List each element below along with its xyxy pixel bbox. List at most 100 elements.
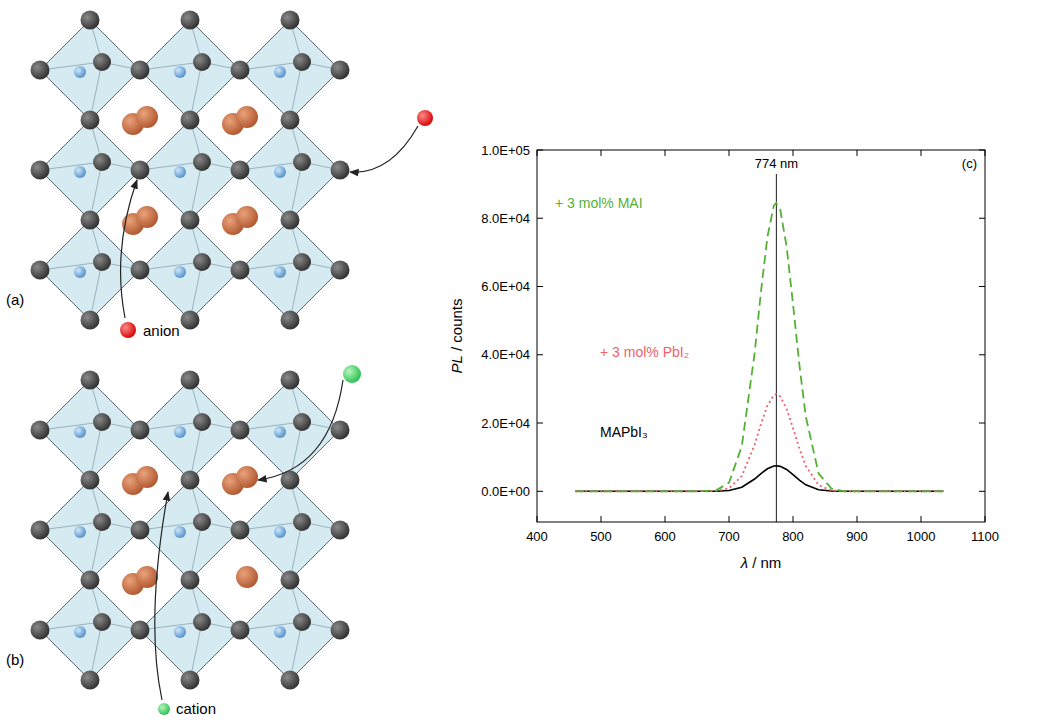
apical-anion <box>293 613 311 631</box>
octahedron-edge <box>240 380 340 480</box>
apical-anion <box>93 253 111 271</box>
x-tick <box>665 150 666 156</box>
octahedron <box>40 380 140 480</box>
vertex-anion <box>81 111 100 130</box>
y-tick <box>979 491 985 492</box>
a-site-cation <box>236 106 258 128</box>
vertex-anion <box>81 311 100 330</box>
apical-anion <box>193 413 211 431</box>
apical-anion <box>93 613 111 631</box>
x-tick-label: 1100 <box>971 529 999 544</box>
vertex-anion <box>31 161 50 180</box>
vertex-anion <box>331 421 350 440</box>
vertex-anion <box>331 161 350 180</box>
y-tick <box>979 286 985 287</box>
x-tick <box>857 516 858 522</box>
b-site <box>74 66 86 78</box>
octahedron-edge <box>40 220 140 320</box>
incoming-anion <box>417 110 433 126</box>
vertex-anion <box>31 621 50 640</box>
b-site <box>74 266 86 278</box>
vertex-anion <box>131 161 150 180</box>
x-tick <box>921 150 922 156</box>
y-tick <box>979 423 985 424</box>
vertex-anion <box>131 61 150 80</box>
octahedron-edge <box>240 120 340 220</box>
panel-label: (b) <box>6 651 24 668</box>
axis-title-part: / counts <box>448 298 465 355</box>
panel-label: (c) <box>962 156 977 171</box>
apical-anion <box>93 53 111 71</box>
x-tick-label: 900 <box>846 529 868 544</box>
series-line <box>575 466 943 492</box>
axis-title-part: PL <box>448 355 465 373</box>
y-tick-label: 4.0E+04 <box>481 347 530 362</box>
vertex-anion <box>281 111 300 130</box>
x-tick <box>921 516 922 522</box>
apical-anion <box>193 153 211 171</box>
a-site-cation <box>236 206 258 228</box>
x-tick <box>729 150 730 156</box>
vertex-anion <box>81 211 100 230</box>
apical-anion <box>193 53 211 71</box>
b-site <box>174 166 186 178</box>
y-tick <box>537 150 543 151</box>
y-tick <box>537 286 543 287</box>
vertex-anion <box>331 61 350 80</box>
y-tick-label: 0.0E+00 <box>481 484 530 499</box>
octahedron-edge <box>40 480 140 580</box>
vertex-anion <box>131 621 150 640</box>
octahedron-edge <box>140 220 240 320</box>
a-site-cation <box>136 106 158 128</box>
x-tick <box>601 150 602 156</box>
octahedron <box>140 480 240 580</box>
vertex-anion <box>81 471 100 490</box>
vertex-anion <box>281 11 300 30</box>
octahedron <box>40 580 140 680</box>
vertex-anion <box>231 521 250 540</box>
octahedron <box>240 120 340 220</box>
b-site <box>274 426 286 438</box>
octahedron <box>40 120 140 220</box>
vertex-anion <box>231 261 250 280</box>
octahedron-edge <box>240 480 340 580</box>
octahedron <box>240 380 340 480</box>
x-tick-label: 600 <box>654 529 676 544</box>
x-tick <box>729 516 730 522</box>
x-tick-label: 1000 <box>907 529 936 544</box>
x-tick <box>793 516 794 522</box>
incoming-cation <box>158 703 170 715</box>
x-tick <box>665 516 666 522</box>
y-tick <box>537 491 543 492</box>
series-label: MAPbI₃ <box>600 424 648 440</box>
octahedron <box>240 220 340 320</box>
x-tick-label: 500 <box>590 529 612 544</box>
annotation-line <box>776 174 777 522</box>
vertex-anion <box>281 311 300 330</box>
b-site <box>174 426 186 438</box>
apical-anion <box>93 513 111 531</box>
b-site <box>274 266 286 278</box>
vertex-anion <box>81 571 100 590</box>
vertex-anion <box>331 261 350 280</box>
y-tick-label: 8.0E+04 <box>481 211 530 226</box>
apical-anion <box>293 53 311 71</box>
apical-anion <box>293 153 311 171</box>
y-tick <box>979 150 985 151</box>
octahedron <box>140 380 240 480</box>
vertex-anion <box>231 61 250 80</box>
vertex-anion <box>131 421 150 440</box>
vertex-anion <box>331 521 350 540</box>
x-tick <box>857 150 858 156</box>
vertex-anion <box>181 671 200 690</box>
a-site-cation <box>136 566 158 588</box>
octahedron <box>140 220 240 320</box>
series-group <box>575 203 943 491</box>
octahedron <box>240 20 340 120</box>
vertex-anion <box>281 211 300 230</box>
vertex-anion <box>31 61 50 80</box>
axis-title-part: / nm <box>748 554 781 571</box>
vertex-anion <box>231 161 250 180</box>
octahedron <box>140 120 240 220</box>
apical-anion <box>293 253 311 271</box>
